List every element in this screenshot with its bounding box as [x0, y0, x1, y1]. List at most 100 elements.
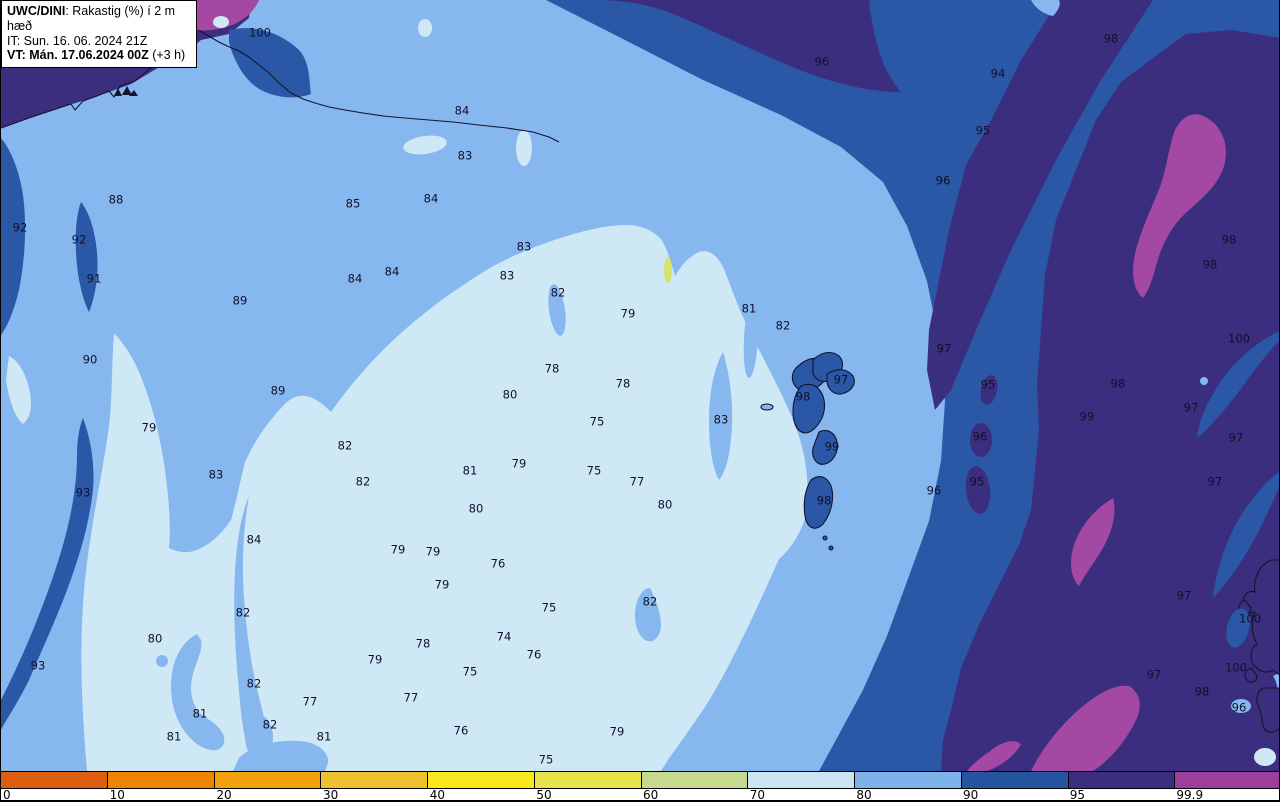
- humidity-value-label: 75: [587, 464, 602, 478]
- humidity-map: 100 100 100 96 98 94 84 95 83 96 88 85 84 92 92 98 83 98 8…: [1, 0, 1279, 771]
- humidity-value-label: 100: [1225, 661, 1247, 675]
- humidity-value-label: 79: [391, 543, 406, 557]
- humidity-value-label: 76: [454, 724, 469, 738]
- colorbar-segment: [641, 772, 749, 788]
- humidity-value-label: 81: [742, 302, 757, 316]
- humidity-value-label: 83: [458, 149, 473, 163]
- map-svg: 100 100 100 96 98 94 84 95 83 96 88 85 84 92 92 98 83 98 8…: [1, 0, 1279, 771]
- humidity-value-label: 98: [796, 390, 811, 404]
- pale-spot: [403, 135, 447, 155]
- shetland-darkblue-patch: [1226, 608, 1250, 648]
- humidity-value-label: 75: [590, 415, 605, 429]
- humidity-value-label: 98: [1111, 377, 1126, 391]
- colorbar-tick-label: 40: [429, 788, 445, 802]
- legend-title: UWC/DINI: Rakastig (%) í 2 m hæð: [7, 4, 176, 33]
- humidity-value-label: 77: [404, 691, 419, 705]
- humidity-value-label: 76: [527, 648, 542, 662]
- colorbar-tick-label: 99.9: [1176, 788, 1204, 802]
- humidity-value-label: 100: [1239, 612, 1261, 626]
- humidity-value-label: 79: [610, 725, 625, 739]
- humidity-value-label: 81: [167, 730, 182, 744]
- humidity-value-label: 81: [193, 707, 208, 721]
- humidity-value-label: 100: [1228, 332, 1250, 346]
- humidity-value-label: 95: [970, 475, 985, 489]
- colorbar-tick-label: 90: [963, 788, 979, 802]
- humidity-value-label: 97: [1208, 475, 1223, 489]
- colorbar-segment: [1, 772, 108, 788]
- humidity-colorbar: 0 10 20 30 40 50 60 70 80 90 95 99.9: [1, 771, 1279, 802]
- humidity-value-label: 80: [469, 502, 484, 516]
- humidity-value-label: 97: [1147, 668, 1162, 682]
- colorbar-tick-label: 50: [536, 788, 552, 802]
- humidity-value-label: 82: [776, 319, 791, 333]
- humidity-value-label: 80: [148, 632, 163, 646]
- colorbar-segment: [1068, 772, 1176, 788]
- humidity-value-label: 98: [817, 494, 832, 508]
- humidity-value-label: 96: [973, 430, 988, 444]
- humidity-value-label: 77: [303, 695, 318, 709]
- humidity-value-label: 84: [424, 192, 439, 206]
- colorbar-tick-label: 60: [643, 788, 659, 802]
- humidity-value-label: 95: [976, 124, 991, 138]
- humidity-value-label: 85: [346, 197, 361, 211]
- humidity-value-label: 82: [263, 718, 278, 732]
- humidity-value-label: 75: [539, 753, 554, 767]
- humidity-value-label: 84: [385, 265, 400, 279]
- colorbar-segment: [748, 772, 855, 788]
- colorbar-segment: [321, 772, 428, 788]
- humidity-value-label: 80: [503, 388, 518, 402]
- faroe-islands: [760, 351, 855, 551]
- value-labels-layer: 100 100 100 96 98 94 84 95 83 96 88 85 84 92 92 98 83 98 8…: [13, 26, 1261, 767]
- colorbar-tick-label: 0: [3, 788, 11, 802]
- humidity-value-label: 98: [1222, 233, 1237, 247]
- colorbar-segments: [1, 771, 1279, 789]
- colorbar-tick-label: 95: [1069, 788, 1085, 802]
- humidity-value-label: 98: [1104, 32, 1119, 46]
- humidity-999-plus-blobs: [967, 114, 1226, 771]
- humidity-value-label: 83: [209, 468, 224, 482]
- humidity-value-label: 79: [368, 653, 383, 667]
- humidity-value-label: 82: [236, 606, 251, 620]
- humidity-value-label: 75: [542, 601, 557, 615]
- humidity-value-label: 84: [247, 533, 262, 547]
- humidity-value-label: 83: [500, 269, 515, 283]
- humidity-value-label: 92: [72, 233, 87, 247]
- humidity-70-80-region: [81, 225, 808, 771]
- humidity-value-label: 81: [463, 464, 478, 478]
- colorbar-tick-label: 30: [323, 788, 339, 802]
- humidity-value-label: 89: [233, 294, 248, 308]
- humidity-value-label: 97: [937, 342, 952, 356]
- humidity-value-label: 75: [463, 665, 478, 679]
- humidity-value-label: 74: [497, 630, 512, 644]
- legend-valid-time: VT: Mán. 17.06.2024 00Z (+3 h): [7, 48, 186, 63]
- humidity-value-label: 82: [247, 677, 262, 691]
- humidity-value-label: 76: [491, 557, 506, 571]
- humidity-value-label: 83: [517, 240, 532, 254]
- humidity-value-label: 93: [31, 659, 46, 673]
- iceland-darkblue-patch: [229, 28, 311, 98]
- humidity-value-label: 82: [551, 286, 566, 300]
- humidity-value-label: 96: [936, 174, 951, 188]
- shetland-coastline: [1238, 559, 1279, 733]
- colorbar-tick-label: 20: [216, 788, 232, 802]
- humidity-value-label: 82: [338, 439, 353, 453]
- pale-wedge-left-edge: [6, 356, 31, 424]
- humidity-value-label: 99: [1080, 410, 1095, 424]
- humidity-value-label: 91: [87, 272, 102, 286]
- humidity-value-label: 98: [1195, 685, 1210, 699]
- humidity-value-label: 89: [271, 384, 286, 398]
- humidity-value-label: 98: [1203, 258, 1218, 272]
- humidity-value-label: 96: [927, 484, 942, 498]
- humidity-value-label: 95: [981, 378, 996, 392]
- colorbar-segment: [214, 772, 322, 788]
- legend-model: UWC/DINI: [7, 4, 66, 18]
- mountain-icon: [114, 86, 138, 96]
- humidity-value-label: 100: [249, 26, 271, 40]
- humidity-value-label: 79: [435, 578, 450, 592]
- humidity-value-label: 93: [76, 486, 91, 500]
- colorbar-segment: [961, 772, 1069, 788]
- colorbar-tick-label: 70: [749, 788, 765, 802]
- humidity-value-label: 97: [1184, 401, 1199, 415]
- humidity-value-label: 79: [621, 307, 636, 321]
